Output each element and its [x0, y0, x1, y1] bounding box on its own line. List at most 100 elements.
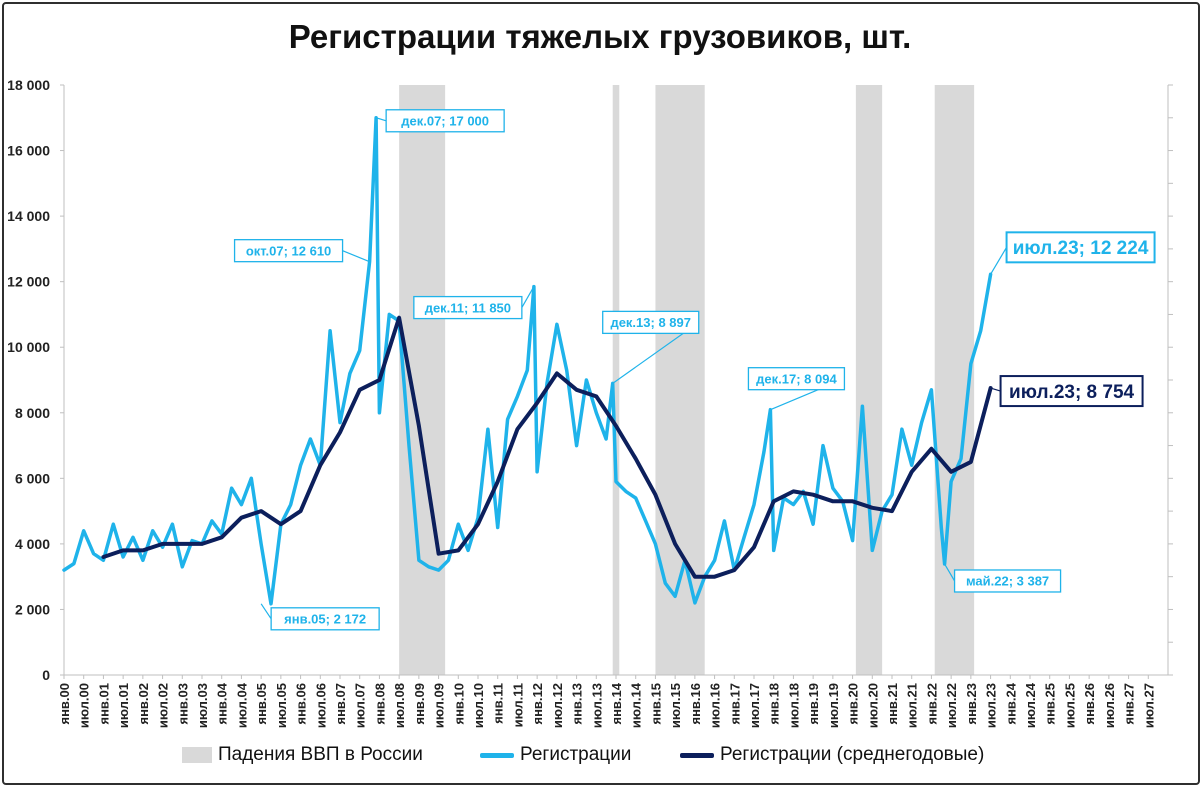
x-tick-label: июл.11 [510, 683, 525, 727]
legend-item-gdp: Падения ВВП в России [182, 744, 423, 766]
series-line-registrations [62, 116, 993, 606]
annotation-callout: дек.07; 17 000 [375, 109, 505, 133]
annotation-box [747, 367, 846, 391]
x-tick-label: июл.09 [432, 683, 447, 728]
annotation-label: июл.23; 8 754 [1009, 382, 1135, 403]
annotation-leader [342, 250, 370, 263]
x-tick-label: янв.18 [767, 683, 782, 725]
annotation-callout: дек.17; 8 094 [747, 367, 846, 411]
x-tick-label: янв.06 [294, 683, 309, 725]
annotation-callout: июл.23; 12 224 [990, 231, 1156, 275]
x-tick-label: июл.19 [826, 683, 841, 728]
y-tick-label: 16 000 [7, 143, 50, 159]
annotation-box [270, 607, 380, 631]
annotation-box [233, 239, 344, 263]
x-tick-label: янв.12 [530, 683, 545, 725]
x-tick-label: июл.05 [274, 683, 289, 728]
gdp-decline-band-1 [612, 85, 620, 675]
x-tick-label: июл.21 [905, 683, 920, 728]
x-tick-label: янв.24 [1003, 682, 1018, 724]
y-tick-label: 2 000 [15, 601, 50, 617]
x-tick-label: июл.07 [353, 683, 368, 728]
annotation-label: май.22; 3 387 [966, 574, 1049, 589]
annotation-box [999, 375, 1144, 408]
y-tick-label: 6 000 [15, 470, 50, 486]
annotation-box [602, 310, 700, 335]
annotation-label: дек.17; 8 094 [756, 371, 837, 386]
x-tick-label: июл.03 [195, 683, 210, 728]
gdp-decline-band-0 [399, 85, 446, 675]
x-tick-label: июл.22 [944, 683, 959, 728]
legend-swatch-registrations [480, 752, 514, 758]
annotation-leader [521, 286, 535, 308]
x-tick-label: янв.07 [333, 683, 348, 725]
x-tick-label: янв.15 [648, 683, 663, 725]
chart-title: Регистрации тяжелых грузовиков, шт. [288, 18, 912, 55]
x-tick-label: янв.00 [57, 683, 72, 725]
annotation-box [1005, 231, 1156, 264]
x-tick-label: янв.22 [924, 683, 939, 725]
annotation-callout: дек.11; 11 850 [413, 286, 535, 320]
x-tick-label: янв.02 [136, 683, 151, 725]
x-tick-label: янв.11 [491, 683, 506, 724]
x-tick-label: июл.17 [747, 683, 762, 728]
x-tick-label: янв.27 [1122, 683, 1137, 725]
x-tick-label: июл.16 [708, 683, 723, 728]
x-tick-label: июл.15 [668, 683, 683, 728]
x-tick-label: июл.04 [234, 682, 249, 728]
annotation-leader [944, 563, 956, 582]
x-tick-label: янв.05 [254, 683, 269, 725]
x-tick-label: янв.04 [215, 682, 230, 724]
gdp-decline-band-2 [655, 85, 705, 675]
y-tick-label: 8 000 [15, 405, 50, 421]
series-line-registrations-avg [101, 315, 993, 579]
y-tick-label: 4 000 [15, 536, 50, 552]
x-tick-label: янв.08 [372, 683, 387, 725]
x-tick-label: янв.17 [727, 683, 742, 725]
x-tick-label: июл.26 [1102, 683, 1117, 728]
x-tick-label: июл.12 [550, 683, 565, 728]
x-tick-label: янв.01 [96, 683, 111, 725]
x-tick-label: июл.18 [786, 683, 801, 728]
x-tick-label: янв.16 [688, 683, 703, 725]
annotation-label: дек.13; 8 897 [610, 315, 691, 330]
annotation-leader [990, 247, 1008, 275]
legend-item-registrations: Регистрации [480, 744, 631, 766]
legend-swatch-registrations-avg [680, 752, 714, 758]
x-tick-label: июл.08 [392, 683, 407, 728]
x-tick-label: янв.03 [175, 683, 190, 725]
annotation-callout: май.22; 3 387 [944, 563, 1062, 593]
annotation-leader [990, 387, 1001, 392]
x-tick-label: янв.13 [570, 683, 585, 725]
y-tick-label: 12 000 [7, 274, 50, 290]
y-tick-label: 14 000 [7, 208, 50, 224]
legend-label-registrations: Регистрации [520, 744, 632, 765]
annotation-leader [260, 603, 272, 620]
legend-swatch-gdp [182, 747, 212, 763]
chart-legend: Падения ВВП в России Регистрации Регистр… [0, 742, 1200, 772]
x-tick-label: июл.27 [1141, 683, 1156, 728]
annotation-label: янв.05; 2 172 [284, 611, 366, 626]
annotation-callout: янв.05; 2 172 [260, 603, 380, 631]
x-tick-label: июл.25 [1062, 683, 1077, 728]
x-tick-label: июл.14 [629, 682, 644, 728]
annotation-label: июл.23; 12 224 [1013, 238, 1149, 259]
annotation-label: дек.11; 11 850 [425, 300, 511, 315]
annotation-label: окт.07; 12 610 [246, 243, 331, 258]
x-tick-label: янв.19 [806, 683, 821, 725]
x-tick-label: июл.20 [865, 683, 880, 728]
y-tick-label: 0 [42, 667, 50, 683]
x-tick-label: июл.01 [116, 683, 131, 728]
x-tick-label: июл.00 [77, 683, 92, 728]
x-tick-label: июл.06 [313, 683, 328, 728]
x-tick-label: янв.09 [412, 683, 427, 725]
x-tick-label: июл.24 [1023, 682, 1038, 728]
annotation-label: дек.07; 17 000 [401, 113, 489, 128]
x-tick-label: янв.20 [846, 683, 861, 725]
y-tick-label: 10 000 [7, 339, 50, 355]
x-tick-label: янв.23 [964, 683, 979, 725]
annotation-box [953, 569, 1062, 593]
x-tick-label: янв.14 [609, 682, 624, 724]
x-tick-label: июл.10 [471, 683, 486, 728]
